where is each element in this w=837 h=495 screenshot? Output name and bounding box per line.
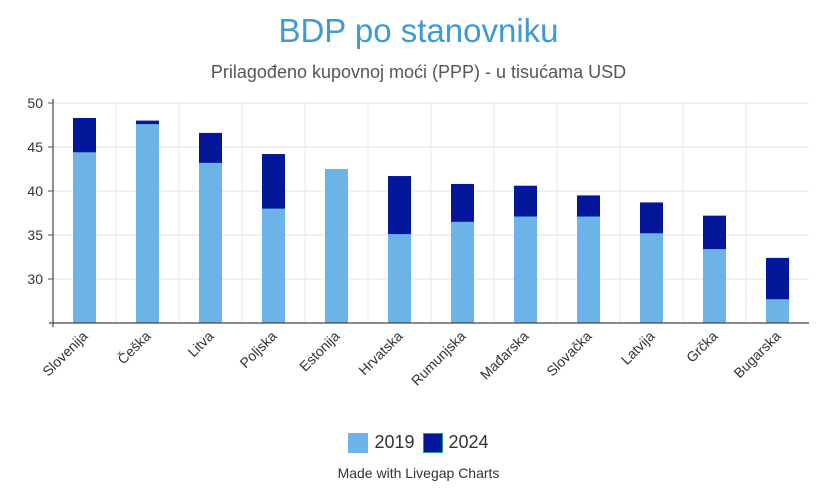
legend-label-2019: 2019 <box>374 432 415 452</box>
legend-swatch-2024 <box>422 432 443 453</box>
x-tick-label: Češka <box>114 328 154 368</box>
bar-2019 <box>262 208 285 323</box>
legend: 2019 2024 <box>0 432 837 453</box>
legend-item-2019[interactable]: 2019 <box>348 432 415 453</box>
bar-2019 <box>451 221 474 323</box>
x-tick-label: Estonija <box>296 328 343 375</box>
legend-label-2024: 2024 <box>448 432 489 452</box>
x-tick-label: Slovenija <box>39 328 91 380</box>
x-tick-label: Mađarska <box>477 328 532 383</box>
bar-2019 <box>388 234 411 323</box>
bar-2019 <box>640 233 663 323</box>
y-tick-label: 40 <box>27 183 43 199</box>
bar-2019 <box>703 249 726 323</box>
y-tick-label: 35 <box>27 227 43 243</box>
bar-2019 <box>199 162 222 323</box>
x-tick-label: Bugarska <box>730 328 783 381</box>
y-tick-label: 45 <box>27 139 43 155</box>
credit-text: Made with Livegap Charts <box>337 465 500 481</box>
x-tick-label: Hrvatska <box>355 328 406 379</box>
bar-2019 <box>325 169 348 323</box>
y-tick-label: 30 <box>27 271 43 287</box>
chart-subtitle: Prilagođeno kupovnoj moći (PPP) - u tisu… <box>210 62 627 82</box>
x-tick-label: Poljska <box>236 328 279 371</box>
chart-title: BDP po stanovniku <box>278 12 559 49</box>
x-tick-label: Litva <box>184 328 216 360</box>
bar-2019 <box>514 216 537 323</box>
bar-2019 <box>577 216 600 323</box>
x-tick-label: Grčka <box>683 328 721 366</box>
y-tick-label: 50 <box>27 95 43 111</box>
bar-2019 <box>73 152 96 323</box>
x-tick-label: Rumunjska <box>408 328 469 389</box>
x-tick-label: Slovačka <box>543 328 595 380</box>
x-tick-label: Latvija <box>618 328 658 368</box>
legend-item-2024[interactable]: 2024 <box>422 432 489 453</box>
bar-2019 <box>136 124 159 324</box>
legend-swatch-2019 <box>348 432 369 453</box>
bar-2019 <box>766 299 789 323</box>
